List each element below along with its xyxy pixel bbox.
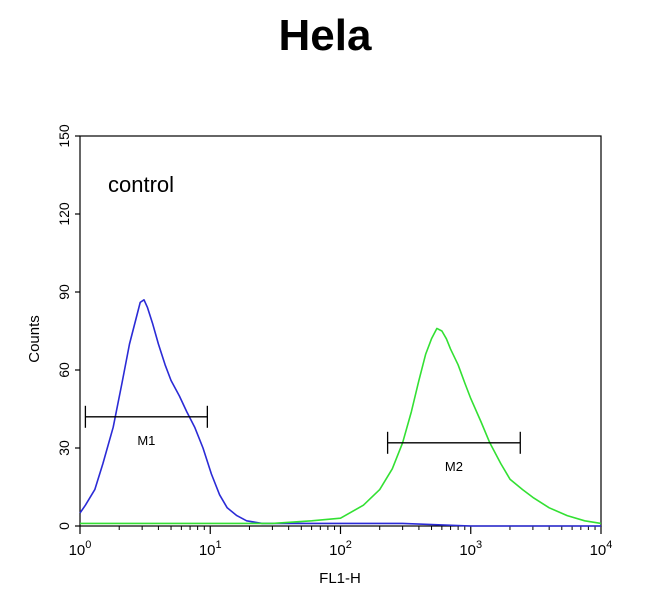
gate-label-m1: M1: [137, 433, 155, 448]
x-tick-label: 103: [459, 539, 482, 559]
gate-markers: M1 M2: [84, 405, 521, 474]
y-tick-label: 30: [56, 440, 72, 456]
x-tick-label: 102: [329, 539, 352, 559]
x-tick-label: 101: [199, 539, 222, 559]
y-tick-label: 90: [56, 284, 72, 300]
series-layer: [79, 298, 602, 527]
series-line-2: [80, 327, 602, 525]
y-tick-label: 0: [56, 522, 72, 530]
x-axis-label: FL1-H: [319, 570, 361, 587]
y-axis-label: Counts: [26, 315, 43, 363]
x-tick-label: 104: [590, 539, 613, 559]
y-axis-ticks: 0 30 60 90 120 150: [56, 124, 80, 530]
series-line-1: [79, 298, 601, 527]
gate-label-m2: M2: [445, 459, 463, 474]
y-tick-label: 150: [56, 124, 72, 148]
x-axis-ticks: 100 101 102 103 104: [69, 526, 613, 559]
plot-frame: [79, 135, 602, 527]
x-tick-label: 100: [69, 539, 92, 559]
control-annotation: control: [108, 172, 174, 197]
y-tick-label: 120: [56, 202, 72, 226]
y-tick-label: 60: [56, 362, 72, 378]
chart-title: Hela: [278, 11, 372, 60]
